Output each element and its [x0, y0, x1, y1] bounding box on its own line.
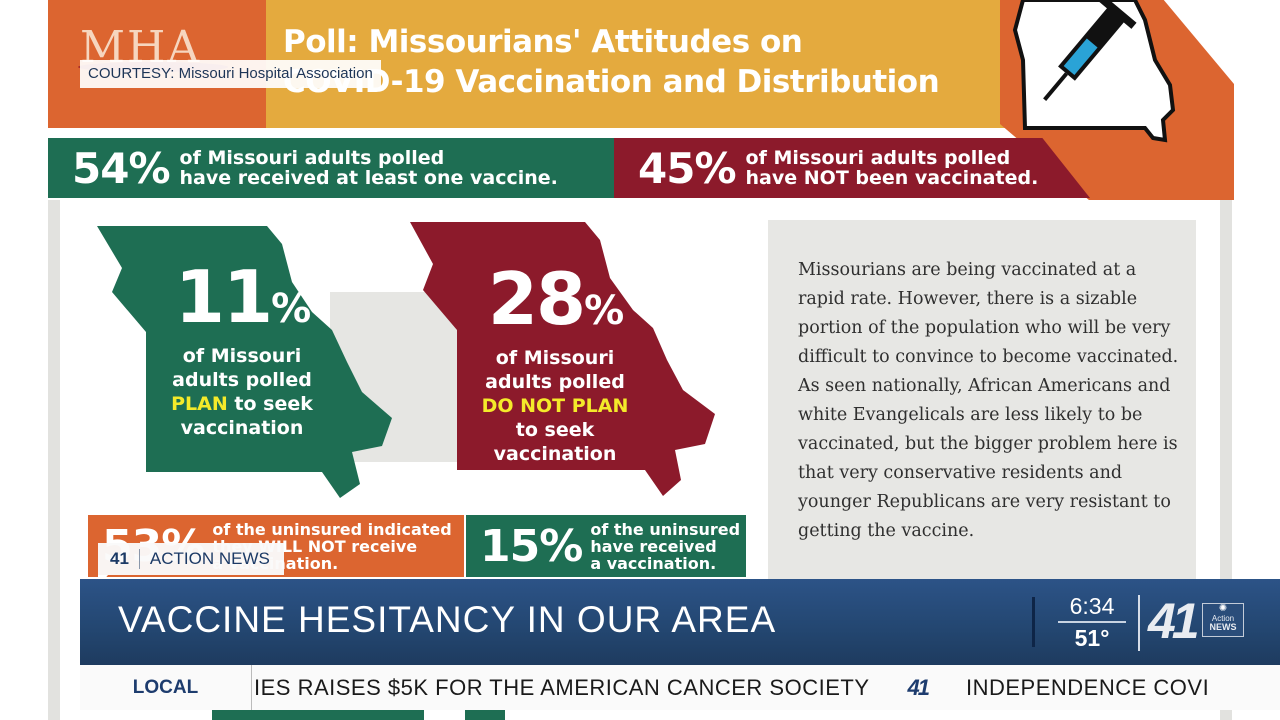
stat-value: 15% — [480, 520, 583, 572]
nbc-action-news-logo: ✺ Action NEWS — [1202, 603, 1244, 637]
stat-description: of Missouri adults polled have received … — [179, 147, 558, 189]
highlight-text: PLAN — [171, 393, 228, 415]
missouri-map-do-not-plan: 28% of Missouri adults polled DO NOT PLA… — [405, 218, 720, 500]
time-weather: 6:34 51° — [1058, 593, 1126, 653]
ticker-items: IES RAISES $5K FOR THE AMERICAN CANCER S… — [254, 665, 1280, 710]
infographic-title: Poll: Missourians' Attitudes on COVID-19… — [283, 22, 940, 102]
stat-band-uninsured-received: 15% of the uninsured have received a vac… — [466, 515, 746, 577]
page-edge-left — [48, 200, 60, 720]
header-title-block — [266, 0, 1040, 128]
ticker-item: IES RAISES $5K FOR THE AMERICAN CANCER S… — [254, 675, 870, 700]
map-percentage: 11% — [174, 255, 311, 339]
stat-value: 54% — [72, 143, 171, 193]
stat-description: of Missouri adults polled have NOT been … — [745, 147, 1039, 189]
syringe-on-missouri-map-icon — [1012, 0, 1176, 143]
stat-value: 45% — [638, 143, 737, 193]
divider — [1032, 597, 1035, 647]
stat-band-not-vaccinated: 45% of Missouri adults polled have NOT b… — [614, 138, 1090, 198]
summary-paragraph: Missourians are being vaccinated at a ra… — [798, 260, 1179, 541]
news-ticker: LOCAL IES RAISES $5K FOR THE AMERICAN CA… — [80, 665, 1280, 710]
stat-description: of the uninsured have received a vaccina… — [590, 519, 741, 573]
ticker-label: LOCAL — [80, 665, 252, 710]
courtesy-caption: COURTESY: Missouri Hospital Association — [80, 60, 381, 88]
time: 6:34 — [1058, 593, 1126, 623]
highlight-text: DO NOT PLAN — [481, 395, 629, 417]
missouri-map-shape-icon — [410, 222, 715, 496]
missouri-map-shape-icon — [97, 226, 392, 498]
stat-band-vaccinated: 54% of Missouri adults polled have recei… — [48, 138, 614, 198]
bug-name: ACTION NEWS — [149, 549, 270, 568]
bug-channel: 41 — [110, 549, 140, 569]
ticker-item: INDEPENDENCE COVI — [966, 675, 1210, 700]
missouri-map-plan: 11% of Missouri adults polled PLAN to se… — [92, 222, 402, 502]
lower-third: VACCINE HESITANCY IN OUR AREA 6:34 51° 4… — [80, 579, 1280, 665]
nbc-peacock-icon: ✺ — [1218, 603, 1228, 614]
title-line-2: COVID-19 Vaccination and Distribution — [283, 64, 940, 100]
divider — [1138, 595, 1140, 651]
station-bug: 41 ACTION NEWS — [98, 543, 284, 575]
map-percentage: 28% — [487, 257, 624, 341]
ticker-separator-logo: 41 — [907, 675, 931, 700]
station-logo-number: 41 — [1148, 593, 1200, 649]
headline: VACCINE HESITANCY IN OUR AREA — [118, 599, 777, 640]
title-line-1: Poll: Missourians' Attitudes on — [283, 24, 803, 60]
temperature: 51° — [1074, 625, 1110, 651]
summary-textbox: Missourians are being vaccinated at a ra… — [768, 220, 1196, 600]
